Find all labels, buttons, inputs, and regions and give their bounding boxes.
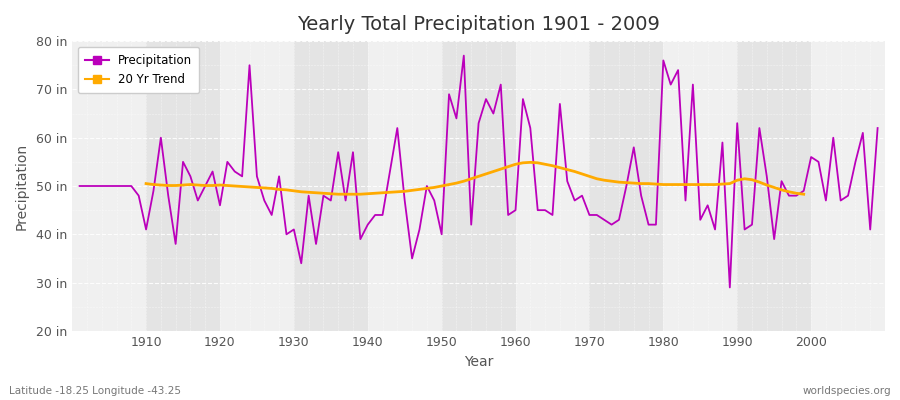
Bar <box>737 41 811 331</box>
Y-axis label: Precipitation: Precipitation <box>15 142 29 230</box>
Bar <box>294 41 368 331</box>
Bar <box>146 41 220 331</box>
Bar <box>220 41 294 331</box>
X-axis label: Year: Year <box>464 355 493 369</box>
Text: Latitude -18.25 Longitude -43.25: Latitude -18.25 Longitude -43.25 <box>9 386 181 396</box>
Bar <box>442 41 516 331</box>
Text: worldspecies.org: worldspecies.org <box>803 386 891 396</box>
Legend: Precipitation, 20 Yr Trend: Precipitation, 20 Yr Trend <box>78 47 200 93</box>
Bar <box>368 41 442 331</box>
Bar <box>885 41 900 331</box>
Bar <box>663 41 737 331</box>
Bar <box>590 41 663 331</box>
Bar <box>811 41 885 331</box>
Title: Yearly Total Precipitation 1901 - 2009: Yearly Total Precipitation 1901 - 2009 <box>297 15 660 34</box>
Bar <box>516 41 590 331</box>
Bar <box>72 41 146 331</box>
